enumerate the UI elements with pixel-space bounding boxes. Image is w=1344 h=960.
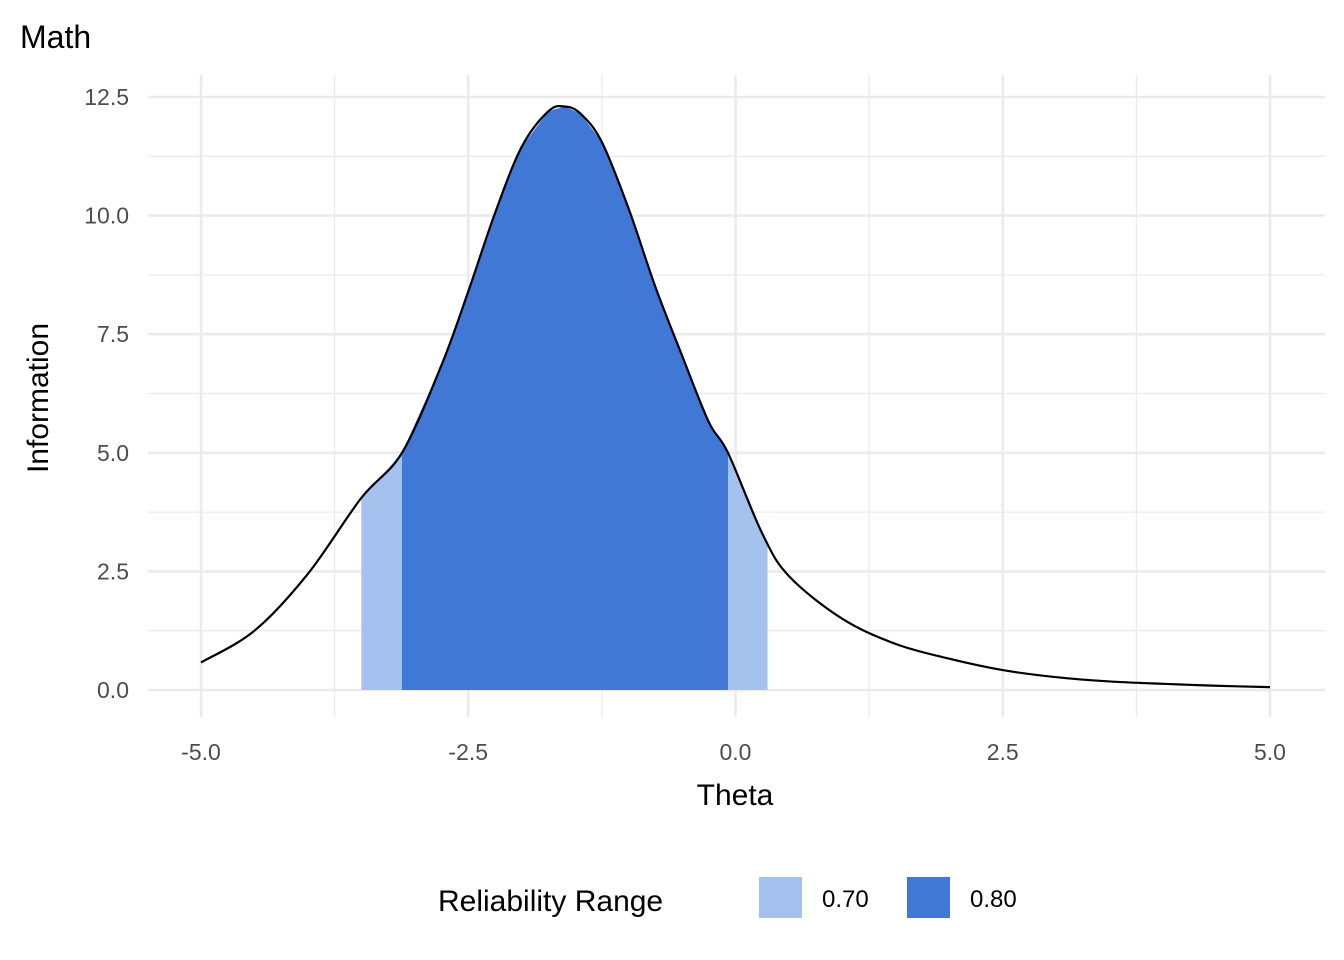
legend-swatch-080: [907, 877, 950, 918]
x-axis-ticks: -5.0 -2.5 0.0 2.5 5.0: [181, 739, 1286, 765]
information-curve: [200, 104, 1271, 689]
legend: Reliability Range 0.70 0.80: [438, 877, 1017, 918]
x-axis-title: Theta: [697, 779, 774, 812]
y-axis-ticks: 0.0 2.5 5.0 7.5 10.0 12.5: [84, 84, 129, 703]
x-tick-label: -2.5: [448, 739, 488, 765]
y-axis-title: Information: [22, 323, 55, 473]
x-tick-label: 5.0: [1254, 739, 1286, 765]
x-tick-label: 2.5: [987, 739, 1019, 765]
x-tick-label: 0.0: [720, 739, 752, 765]
shaded-regions: [361, 106, 768, 691]
legend-swatch-070: [759, 877, 802, 918]
y-tick-label: 12.5: [84, 84, 129, 110]
grid-lines: [148, 75, 1325, 717]
y-tick-label: 0.0: [97, 677, 129, 703]
y-tick-label: 10.0: [84, 203, 129, 229]
legend-label-080: 0.80: [970, 886, 1017, 913]
y-tick-label: 2.5: [97, 558, 129, 584]
x-tick-label: -5.0: [181, 739, 221, 765]
y-tick-label: 7.5: [97, 321, 129, 347]
chart-title: Math: [20, 19, 91, 55]
y-tick-label: 5.0: [97, 440, 129, 466]
shaded-region-080: [401, 106, 729, 691]
legend-label-070: 0.70: [822, 886, 869, 913]
legend-title: Reliability Range: [438, 885, 663, 918]
